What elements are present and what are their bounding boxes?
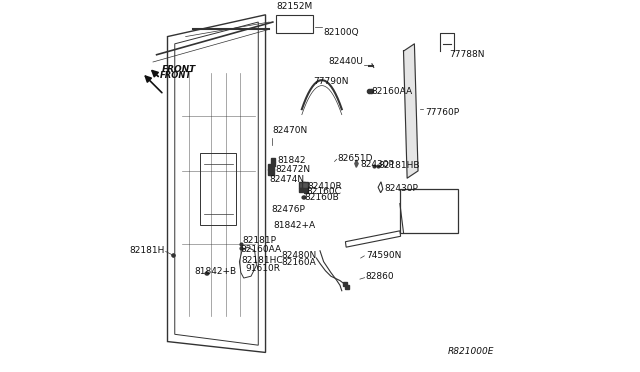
Bar xyxy=(200,153,237,225)
Text: 82476P: 82476P xyxy=(271,205,305,214)
Polygon shape xyxy=(355,160,358,167)
Text: 82181H: 82181H xyxy=(129,246,164,255)
Text: 82160A: 82160A xyxy=(282,258,316,267)
Text: 77788N: 77788N xyxy=(449,50,484,59)
Text: 82160AA: 82160AA xyxy=(241,245,282,254)
Text: 82651D: 82651D xyxy=(337,154,373,163)
Text: 81842+B: 81842+B xyxy=(195,267,237,276)
Text: FRONT: FRONT xyxy=(162,65,196,74)
Text: 81842+A: 81842+A xyxy=(273,221,316,230)
Text: 82152M: 82152M xyxy=(276,2,313,11)
Text: 82160AA: 82160AA xyxy=(372,87,413,96)
Text: 82480N: 82480N xyxy=(282,251,317,260)
Text: 82181HB: 82181HB xyxy=(379,161,420,170)
Text: 81842: 81842 xyxy=(277,156,306,165)
Text: 82440U: 82440U xyxy=(328,58,363,67)
Text: 82410R: 82410R xyxy=(307,182,342,191)
Text: 82470N: 82470N xyxy=(273,126,308,135)
Text: 82160C: 82160C xyxy=(307,187,342,196)
Text: 82472N: 82472N xyxy=(276,165,311,174)
Text: 82860: 82860 xyxy=(365,272,394,282)
Text: 82160B: 82160B xyxy=(305,193,339,202)
Text: R821000E: R821000E xyxy=(448,347,494,356)
Text: 77790N: 77790N xyxy=(313,77,348,86)
Text: 82474N: 82474N xyxy=(269,175,304,184)
Text: 82181HC: 82181HC xyxy=(241,256,283,266)
Text: 91610R: 91610R xyxy=(246,264,280,273)
Text: 74590N: 74590N xyxy=(365,251,401,260)
Text: 82430P: 82430P xyxy=(360,160,394,169)
Text: FRONT: FRONT xyxy=(160,71,193,80)
Text: 82181P: 82181P xyxy=(243,236,276,245)
Text: 77760P: 77760P xyxy=(426,108,460,117)
Text: 82100Q: 82100Q xyxy=(324,28,359,38)
Polygon shape xyxy=(403,44,418,178)
Text: 82430P: 82430P xyxy=(385,184,419,193)
Bar xyxy=(276,15,313,33)
